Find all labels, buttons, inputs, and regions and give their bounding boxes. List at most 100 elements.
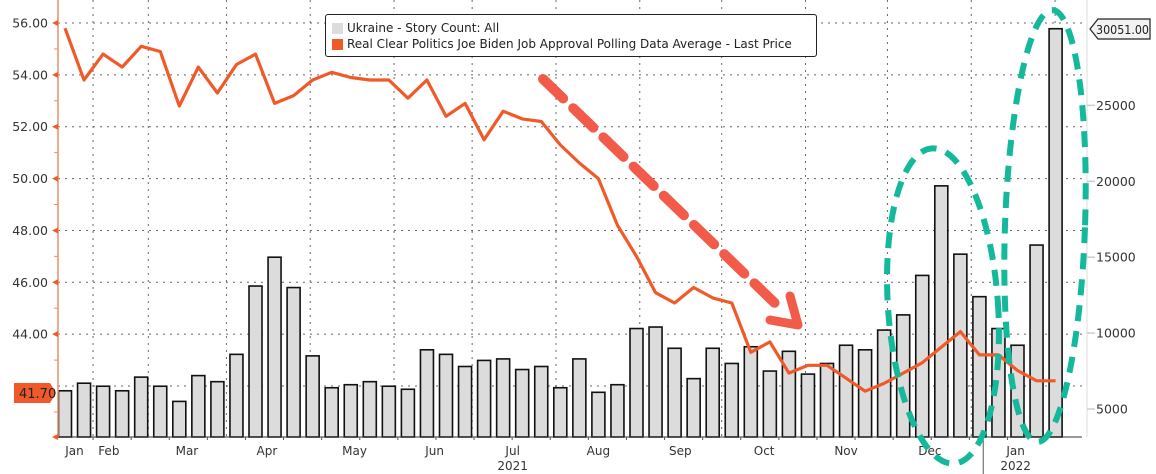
bar (1010, 344, 1025, 438)
bar (648, 326, 663, 438)
bar (953, 253, 968, 438)
bar (286, 286, 301, 438)
bar (324, 386, 340, 438)
left-axis-ticks: 56.00 54.00 52.00 50.00 48.00 46.00 44.00 (12, 16, 58, 440)
left-tick-mark (52, 227, 58, 234)
legend-item-bars: Ukraine - Story Count: All (332, 20, 810, 36)
left-tick-label: 46.00 (12, 275, 48, 290)
x-month-label: Aug (587, 444, 610, 458)
dec-peak-ellipse (884, 145, 1002, 467)
left-tick-mark (52, 71, 58, 78)
jan-peak-ellipse (1001, 7, 1089, 445)
x-month-label: May (342, 444, 367, 458)
bar (933, 185, 949, 438)
bar (1029, 244, 1044, 438)
bar (438, 353, 454, 438)
bar (667, 347, 682, 438)
line-series (63, 27, 1056, 393)
bar (305, 355, 320, 438)
bar (267, 256, 282, 438)
bar (419, 348, 435, 438)
x-month-label: Jan (1005, 444, 1025, 458)
left-last-value-label: 41.70 (19, 387, 56, 402)
legend-label-bars: Ukraine - Story Count: All (347, 21, 500, 35)
bar (152, 385, 168, 438)
bar (819, 362, 835, 438)
left-tick-label: 50.00 (12, 171, 48, 186)
bar (191, 374, 206, 438)
right-tick-label: 10000 (1096, 326, 1136, 341)
left-last-value-marker: 41.70 (14, 383, 56, 403)
right-tick-label: 5000 (1096, 402, 1128, 417)
bar (457, 365, 473, 438)
bar (857, 348, 873, 438)
x-year-label: 2022 (1000, 459, 1031, 473)
trend-arrow-head (765, 291, 803, 330)
x-month-label: Jul (504, 444, 519, 458)
bar (724, 362, 740, 438)
left-tick-mark (52, 175, 58, 182)
bar (914, 274, 930, 438)
right-tick-label: 25000 (1096, 98, 1136, 113)
bar (743, 345, 759, 438)
bar (381, 385, 397, 438)
left-tick-label: 52.00 (12, 119, 48, 134)
x-month-label: Sep (669, 444, 692, 458)
x-month-label: Jun (424, 444, 444, 458)
left-tick-mark (52, 20, 58, 26)
bar (610, 383, 625, 438)
right-axis-ticks: 5000 10000 15000 20000 25000 (1086, 0, 1136, 437)
bar (248, 285, 263, 438)
left-tick-mark (52, 279, 58, 286)
bar (76, 382, 92, 438)
x-month-label: Mar (176, 444, 199, 458)
bar (629, 327, 644, 438)
bar (362, 380, 378, 438)
x-month-label: Apr (257, 444, 278, 458)
right-last-value-label: 30051.00 (1096, 23, 1149, 37)
x-year-label: 2021 (497, 459, 528, 473)
bar (229, 353, 244, 438)
left-tick-mark (52, 123, 58, 130)
legend-label-line: Real Clear Politics Joe Biden Job Approv… (347, 37, 792, 51)
trend-arrow-shaft (538, 74, 787, 315)
left-tick-mark (52, 434, 58, 440)
bar (800, 373, 816, 438)
bar (210, 380, 225, 438)
left-tick-label: 44.00 (12, 327, 48, 342)
legend-swatch-bars (332, 22, 343, 34)
bar (762, 370, 778, 438)
bar (552, 386, 568, 438)
x-axis-ticks: Jan Feb Mar Apr May Jun Jul Aug Sep Oct Nov Dec Jan2… (64, 437, 1047, 474)
left-tick-label: 54.00 (12, 67, 48, 82)
bar (838, 344, 854, 438)
bar (533, 365, 549, 438)
bar (133, 376, 149, 438)
x-month-label: Jan (64, 444, 84, 458)
bar (114, 389, 130, 438)
left-tick-label: 56.00 (12, 16, 48, 31)
bar (572, 358, 587, 438)
legend-item-line: Real Clear Politics Joe Biden Job Approv… (332, 36, 810, 52)
bar (1048, 27, 1063, 438)
bar (972, 295, 987, 438)
left-tick-label: 48.00 (12, 223, 48, 238)
x-month-label: Nov (834, 444, 857, 458)
annotations (538, 7, 1089, 467)
x-month-label: Feb (98, 444, 119, 458)
left-tick-mark (52, 331, 58, 338)
bar (514, 368, 530, 438)
bar (705, 347, 721, 438)
x-month-label: Oct (754, 444, 775, 458)
bar (172, 400, 187, 438)
bar (686, 377, 701, 438)
legend: Ukraine - Story Count: All Real Clear Po… (325, 14, 817, 57)
bar-series (57, 27, 1082, 438)
bar (95, 385, 111, 438)
legend-swatch-line (332, 38, 343, 50)
bar (57, 389, 73, 438)
bar (343, 383, 359, 438)
right-last-value-marker: 30051.00 (1089, 18, 1151, 40)
bar (476, 359, 492, 438)
